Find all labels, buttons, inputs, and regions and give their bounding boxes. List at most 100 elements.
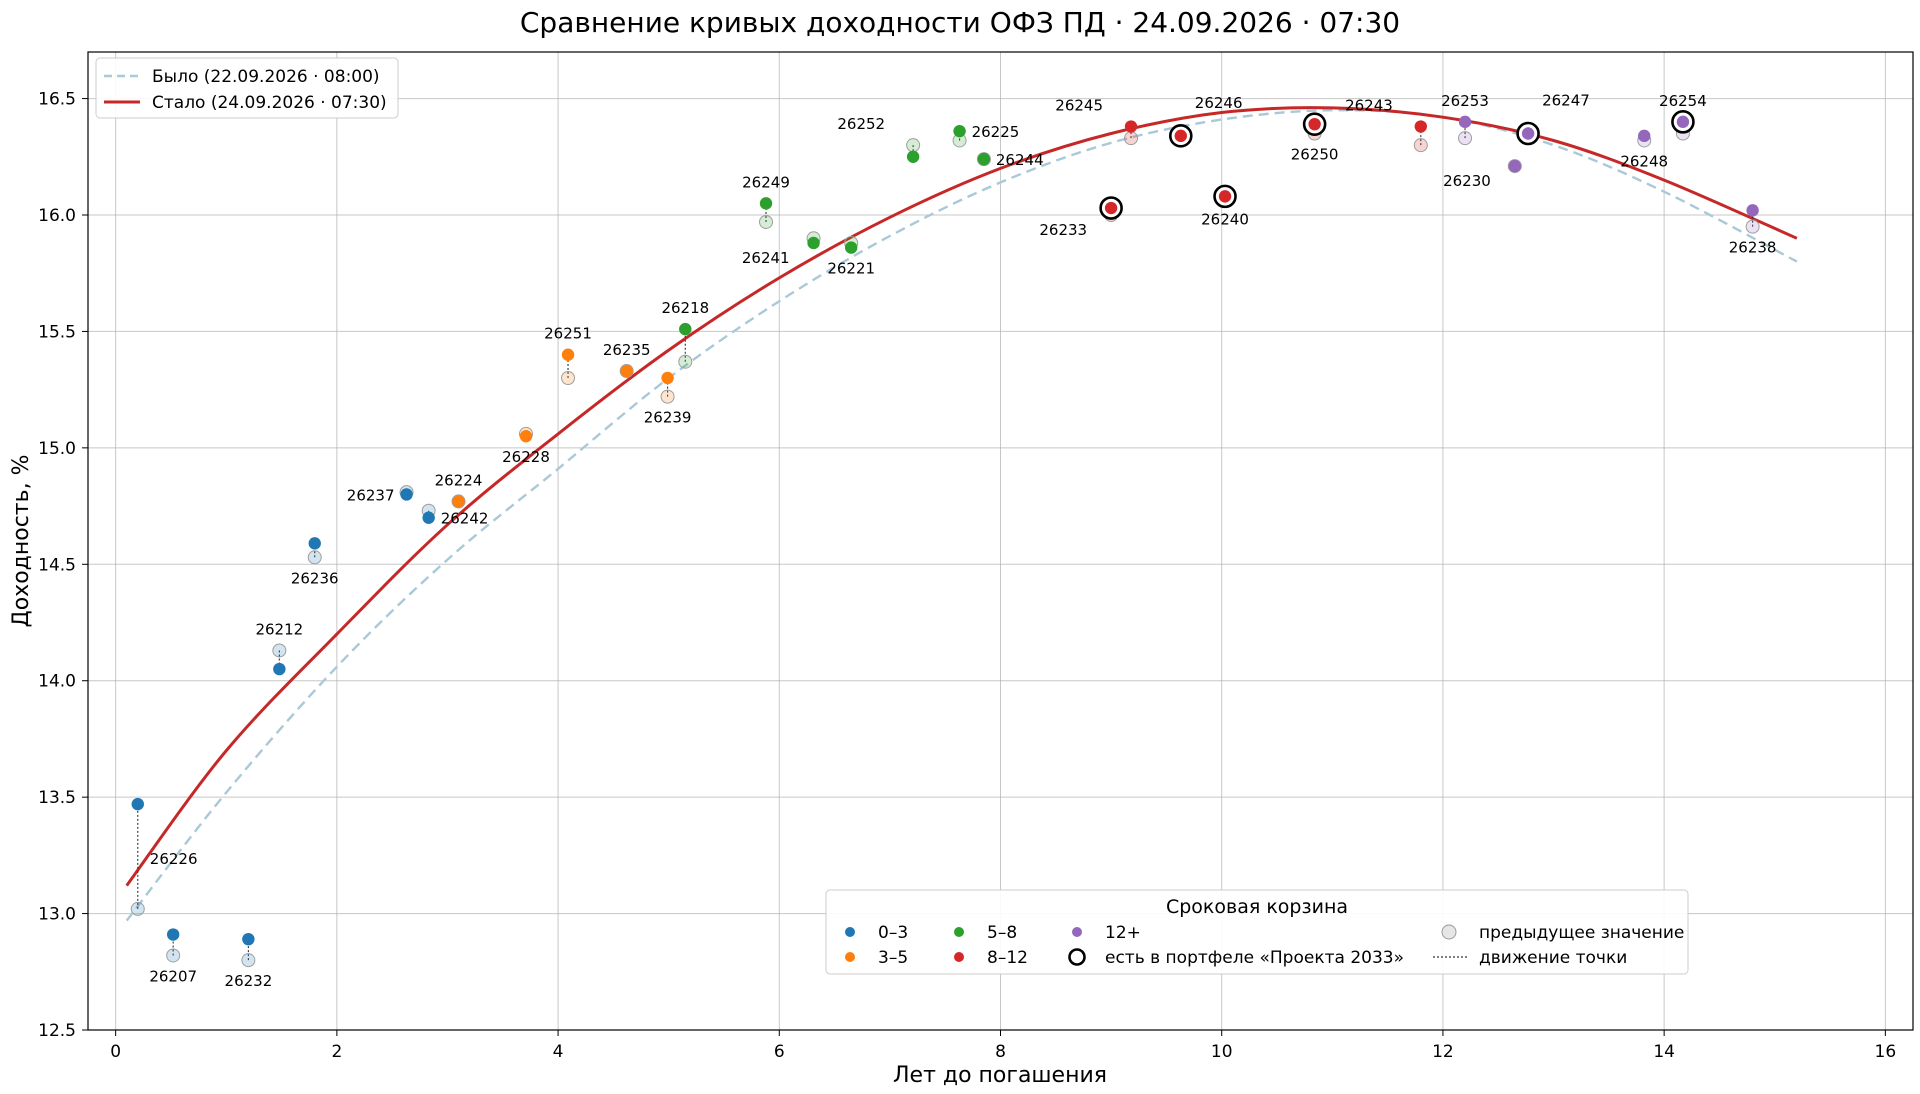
point-26207 [166, 928, 180, 941]
bucket-legend: Сроковая корзина 0–3 3–5 5–8 8–12 12+ ес… [825, 889, 1689, 975]
prev-point-26226 [130, 901, 145, 916]
point-26228 [519, 430, 533, 443]
label-26252: 26252 [837, 115, 885, 133]
point-26236 [308, 537, 321, 550]
x-tick-label: 10 [1211, 1042, 1233, 1062]
prev-point-26243 [1413, 138, 1428, 153]
label-26244: 26244 [996, 151, 1044, 169]
legend-marker-bucket-3-5 [845, 952, 855, 962]
label-26249: 26249 [742, 173, 790, 191]
prev-point-26245 [1124, 131, 1139, 146]
point-26224 [452, 495, 465, 508]
legend-label-after: Стало (24.09.2026 · 07:30) [152, 93, 387, 113]
label-26251: 26251 [544, 325, 592, 343]
y-tick-label: 16.0 [38, 206, 76, 226]
legend-label-bucket-3-5: 3–5 [878, 948, 908, 968]
label-26253: 26253 [1441, 92, 1489, 110]
series-legend-box [95, 57, 399, 119]
x-tick-label: 12 [1432, 1042, 1454, 1062]
legend-marker-portfolio [1068, 948, 1086, 966]
label-26207: 26207 [149, 968, 197, 986]
point-26237 [400, 488, 413, 501]
x-tick-label: 4 [553, 1042, 564, 1062]
legend-label-portfolio: есть в портфеле «Проекта 2033» [1105, 948, 1404, 968]
bucket-legend-title: Сроковая корзина [1166, 896, 1348, 918]
legend-marker-bucket-0-3 [845, 927, 855, 937]
label-26224: 26224 [435, 471, 483, 489]
label-26248: 26248 [1620, 153, 1668, 171]
point-26232 [242, 932, 255, 946]
legend-label-movement: движение точки [1479, 948, 1627, 968]
legend-marker-bucket-12plus [1072, 927, 1082, 937]
point-26246 [1174, 129, 1187, 143]
x-ticks: 0 2 4 6 8 10 12 14 16 [110, 1030, 1896, 1062]
label-26235: 26235 [603, 341, 651, 359]
label-26230: 26230 [1443, 172, 1491, 190]
x-axis-label: Лет до погашения [893, 1063, 1107, 1088]
prev-point-26249 [759, 214, 774, 229]
legend-marker-previous [1441, 924, 1457, 940]
point-26235 [620, 364, 633, 378]
curve-before [125, 108, 1798, 922]
legend-label-bucket-8-12: 8–12 [987, 948, 1028, 968]
x-tick-label: 0 [110, 1042, 121, 1062]
point-26253 [1458, 115, 1472, 129]
y-tick-label: 15.0 [38, 439, 76, 459]
label-26254: 26254 [1659, 92, 1707, 110]
point-26251 [561, 348, 575, 361]
x-tick-label: 2 [331, 1042, 342, 1062]
point-26254 [1676, 115, 1690, 129]
point-26240 [1218, 190, 1232, 203]
point-26243 [1414, 120, 1428, 133]
prev-point-26238 [1745, 219, 1760, 234]
point-26238 [1746, 204, 1759, 217]
label-26239: 26239 [644, 409, 692, 427]
y-tick-label: 16.5 [38, 90, 76, 110]
label-26212: 26212 [255, 620, 303, 638]
legend-label-bucket-12plus: 12+ [1105, 923, 1141, 943]
y-tick-label: 15.5 [38, 322, 76, 342]
point-26252 [906, 150, 920, 163]
legend-label-bucket-5-8: 5–8 [987, 923, 1017, 943]
point-26225 [953, 124, 966, 138]
legend-label-bucket-0-3: 0–3 [878, 923, 908, 943]
label-26247: 26247 [1542, 92, 1590, 110]
legend-label-previous: предыдущее значение [1479, 923, 1684, 943]
curves [125, 106, 1798, 922]
label-26250: 26250 [1291, 146, 1339, 164]
point-26212 [273, 662, 286, 676]
prev-point-26239 [660, 389, 675, 404]
prev-point-26251 [561, 371, 576, 385]
y-tick-label: 13.0 [38, 905, 76, 925]
point-26239 [661, 371, 674, 385]
legend-marker-bucket-8-12 [954, 952, 964, 962]
label-26245: 26245 [1055, 97, 1103, 115]
label-26246: 26246 [1195, 94, 1243, 112]
prev-point-26236 [307, 550, 322, 565]
bucket-legend-box [825, 889, 1689, 975]
series-legend: Было (22.09.2026 · 08:00) Стало (24.09.2… [95, 57, 399, 119]
label-26232: 26232 [225, 972, 273, 990]
label-26226: 26226 [150, 850, 198, 868]
prev-point-26218 [678, 354, 693, 369]
label-26237: 26237 [347, 486, 395, 504]
prev-point-26253 [1458, 131, 1473, 146]
point-26218 [679, 322, 692, 336]
y-axis-label: Доходность, % [9, 455, 34, 628]
chart-title: Сравнение кривых доходности ОФЗ ПД · 24.… [520, 6, 1400, 39]
prev-point-26207 [166, 948, 181, 963]
x-tick-label: 6 [774, 1042, 785, 1062]
point-26247 [1521, 127, 1535, 140]
y-tick-label: 13.5 [38, 788, 76, 808]
label-26241: 26241 [742, 249, 790, 267]
point-26250 [1308, 117, 1321, 131]
label-26233: 26233 [1039, 221, 1087, 239]
legend-label-before: Было (22.09.2026 · 08:00) [152, 67, 380, 87]
point-26242 [422, 511, 435, 524]
label-26242: 26242 [441, 510, 489, 528]
prev-point-26212 [272, 643, 287, 658]
x-tick-label: 16 [1875, 1042, 1897, 1062]
point-26233 [1104, 201, 1118, 215]
label-26243: 26243 [1345, 97, 1393, 115]
